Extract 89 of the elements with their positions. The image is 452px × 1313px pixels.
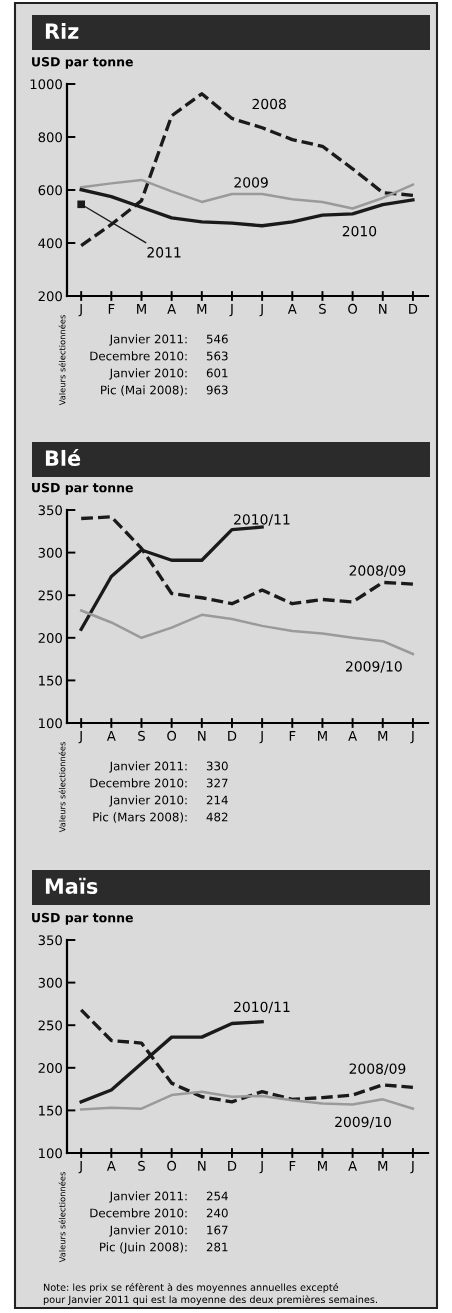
x-tick-label: J: [259, 304, 263, 317]
y-tick-label: 200: [38, 1063, 62, 1073]
y-tick-label: 350: [38, 505, 62, 516]
x-tick-label: A: [106, 731, 116, 741]
x-tick-label: S: [138, 730, 145, 741]
x-tick-label: J: [259, 731, 263, 744]
y-tick-label: 600: [38, 185, 62, 196]
text: Note: les prix se réfèrent à des moyennes annuelles excepté pour Janvier 2011 qui est la moyenne des deux premières semaines.: [43, 1283, 377, 1305]
series-label: 2010/11: [234, 1001, 290, 1014]
y-tick-label: 250: [38, 590, 62, 601]
text: Pic (Mars 2008): 482: [93, 812, 228, 823]
x-tick-label: D: [409, 304, 418, 314]
text: Valeurs sélectionnées: [58, 742, 66, 833]
x-tick-label: S: [319, 303, 326, 314]
y-tick-label: 300: [38, 977, 62, 988]
x-tick-label: A: [348, 1161, 358, 1171]
line-series: [79, 1090, 415, 1111]
text: Pic (Mai 2008): 963: [101, 385, 228, 396]
line-series: [79, 178, 415, 210]
series-label: 2008: [252, 98, 286, 110]
x-tick-label: M: [378, 1161, 388, 1171]
x-tick-label: F: [289, 731, 296, 741]
x-tick-label: A: [106, 1161, 116, 1171]
y-tick-label: 150: [39, 1105, 62, 1116]
x-tick-label: D: [228, 1161, 237, 1171]
y-tick-label: 100: [39, 1148, 62, 1159]
y-tick-label: 200: [38, 291, 62, 302]
y-tick-label: 350: [38, 935, 62, 946]
text: Janvier 2011: 330: [109, 761, 228, 773]
text: Decembre 2010: 240: [90, 1208, 228, 1218]
y-tick-label: 400: [38, 238, 62, 249]
y-axis-title: USD par tonne: [32, 482, 133, 495]
x-tick-label: J: [229, 304, 233, 317]
x-tick-label: A: [167, 304, 177, 314]
x-tick-label: M: [378, 731, 388, 741]
x-tick-label: F: [108, 304, 115, 314]
text: Janvier 2010: 214: [109, 795, 228, 807]
series-label: 2009: [234, 177, 268, 188]
y-tick-label: 800: [38, 132, 62, 143]
x-tick-label: N: [198, 731, 206, 741]
x-tick-label: J: [78, 304, 82, 317]
series-label: 2010/11: [234, 514, 290, 526]
x-tick-label: D: [228, 731, 237, 741]
text: Pic (Juin 2008): 281: [100, 1242, 228, 1254]
y-tick-label: 300: [38, 547, 62, 558]
x-tick-label: M: [137, 304, 146, 314]
y-tick-label: 150: [39, 675, 62, 686]
y-axis-title: USD par tonne: [32, 56, 133, 69]
x-tick-label: J: [78, 1161, 82, 1174]
line-series: [79, 609, 415, 656]
x-tick-label: S: [138, 1160, 145, 1171]
x-tick-label: A: [348, 731, 358, 741]
line-series: [79, 92, 415, 248]
chart-title: Blé: [45, 449, 81, 467]
text: Decembre 2010: 327: [90, 778, 228, 788]
x-tick-label: O: [167, 730, 177, 741]
x-tick-label: N: [379, 304, 387, 314]
text: 2011: [147, 247, 181, 258]
x-tick-label: F: [289, 1161, 296, 1171]
y-tick-label: 250: [38, 1020, 62, 1031]
text: Valeurs sélectionnées: [58, 315, 66, 406]
series-label: 2009/10: [335, 1116, 391, 1129]
y-tick-label: 100: [39, 718, 62, 729]
text: Janvier 2010: 167: [109, 1225, 228, 1237]
x-tick-label: N: [198, 1161, 206, 1171]
text: Janvier 2010: 601: [109, 368, 228, 380]
x-tick-label: O: [348, 303, 358, 314]
chart-title: Maïs: [45, 877, 98, 895]
text: Valeurs sélectionnées: [58, 1172, 66, 1263]
x-tick-label: J: [78, 731, 82, 744]
series-label: 2010: [342, 225, 377, 237]
series-label: 2009/10: [346, 661, 402, 673]
chart-title: Riz: [45, 22, 79, 39]
x-tick-label: J: [259, 1161, 263, 1174]
y-tick-label: 1000: [30, 79, 62, 90]
series-label: 2008/09: [349, 1063, 406, 1076]
series-label: 2008/09: [349, 565, 406, 577]
y-axis-title: USD par tonne: [32, 912, 133, 925]
x-tick-label: J: [410, 1161, 414, 1174]
x-tick-label: M: [318, 1161, 327, 1171]
x-tick-label: J: [410, 731, 414, 744]
x-tick-label: O: [167, 1160, 177, 1171]
y-tick-label: 200: [38, 633, 62, 643]
x-tick-label: M: [318, 731, 327, 741]
text: Janvier 2011: 254: [109, 1191, 228, 1203]
text: Janvier 2011: 546: [109, 334, 228, 346]
x-tick-label: A: [287, 304, 297, 314]
x-tick-label: M: [197, 304, 207, 314]
text: Decembre 2010: 563: [90, 351, 228, 361]
